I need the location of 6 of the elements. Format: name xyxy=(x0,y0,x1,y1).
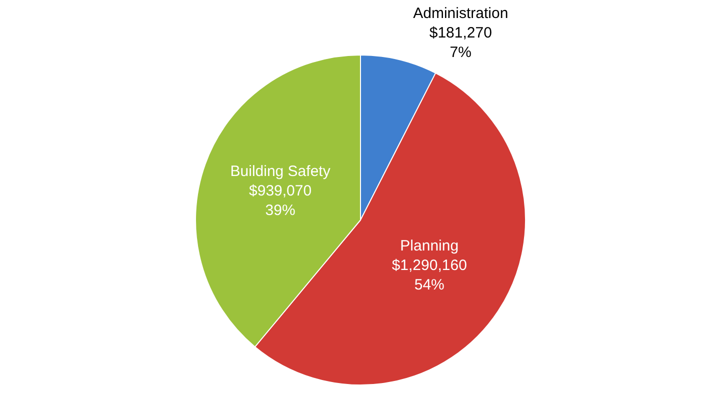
slice-label: Planning xyxy=(400,237,459,254)
data-label: $1,290,160 54% xyxy=(392,256,467,294)
data-label: $939,070 39% xyxy=(249,182,312,220)
slice-label: Administration xyxy=(413,5,508,22)
data-label: $181,270 7% xyxy=(429,24,492,62)
slice-label: Building Safety xyxy=(230,163,331,180)
